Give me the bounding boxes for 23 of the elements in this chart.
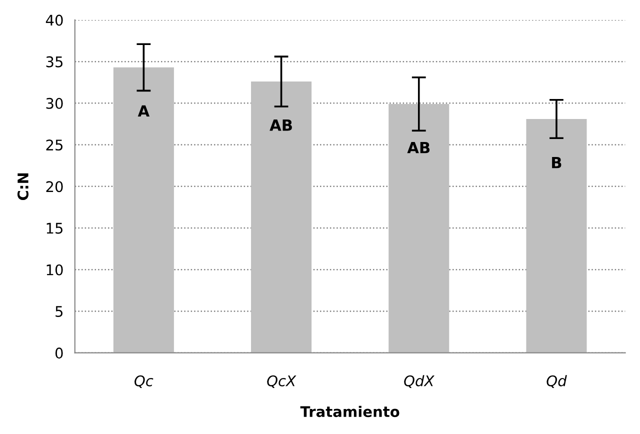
bar [526, 118, 587, 353]
annotation: A [138, 105, 150, 117]
y-tick-label: 35 [46, 56, 62, 68]
y-tick-label: 40 [46, 14, 63, 26]
x-axis-title: Tratamiento [300, 406, 400, 418]
annotation: AB [407, 142, 430, 154]
x-tick-label: QdX [404, 375, 435, 388]
y-tick-label: 25 [46, 140, 62, 151]
y-tick-label: 0 [55, 348, 63, 359]
y-tick-label: 10 [46, 264, 63, 276]
bar [388, 104, 450, 353]
annotation: AB [270, 120, 292, 131]
bar [113, 67, 174, 353]
y-tick-label: 20 [46, 181, 63, 192]
bar [251, 82, 312, 353]
x-tick-label: QcX [267, 375, 296, 388]
annotation: B [552, 157, 562, 168]
y-axis-title: C:N [17, 173, 28, 200]
x-tick-label: Qc [134, 375, 154, 388]
y-tick-label: 15 [46, 222, 62, 234]
x-tick-label: Qd [546, 375, 567, 388]
y-tick-label: 5 [56, 306, 62, 317]
y-tick-label: 30 [46, 98, 63, 109]
